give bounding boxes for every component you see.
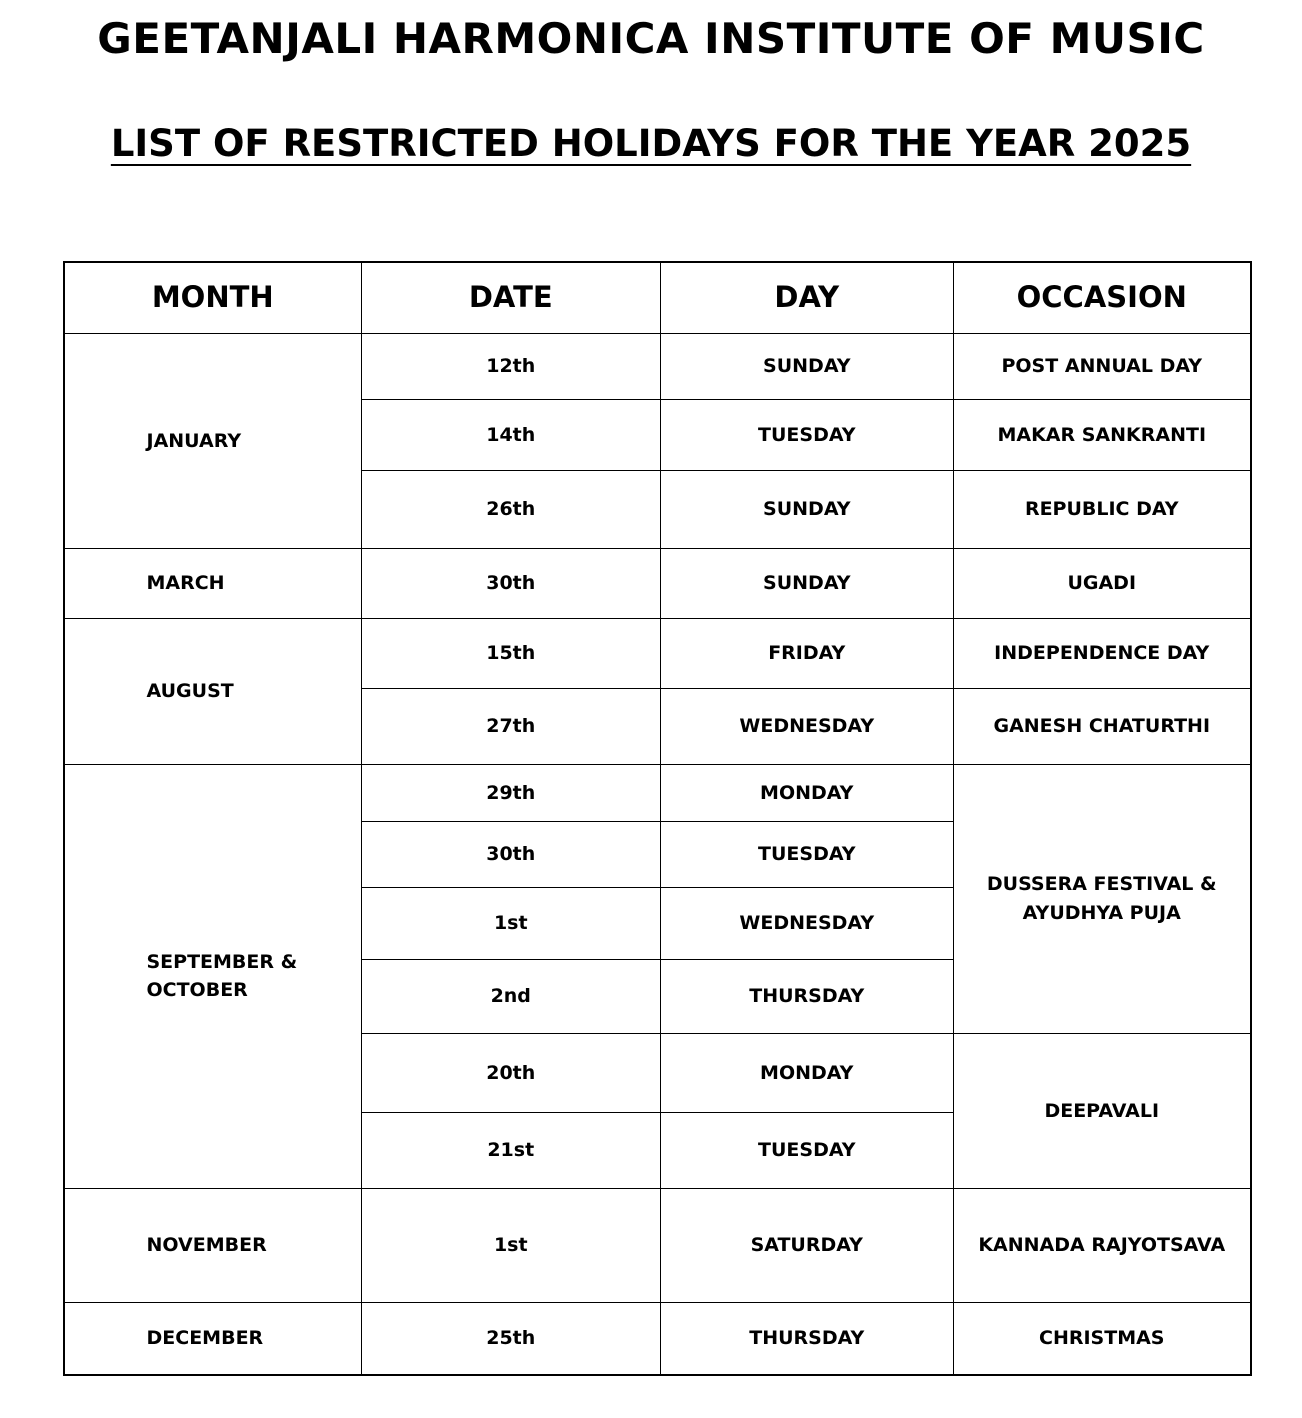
occasion-cell: GANESH CHATURTHI xyxy=(952,687,1251,765)
month-cell: NOVEMBER xyxy=(63,1187,362,1303)
month-cell: DECEMBER xyxy=(63,1301,362,1375)
day-cell: SATURDAY xyxy=(659,1187,954,1303)
occasion-cell: POST ANNUAL DAY xyxy=(952,332,1251,400)
day-cell: SUNDAY xyxy=(659,469,954,549)
holiday-table: MONTH DATE DAY OCCASION 12th SUNDAY POST ANNUA… xyxy=(63,261,1252,1376)
day-cell: SUNDAY xyxy=(659,332,954,400)
day-cell: THURSDAY xyxy=(659,958,954,1034)
date-cell: 15th xyxy=(360,617,661,689)
month-cell: AUGUST xyxy=(63,617,362,765)
date-cell: 27th xyxy=(360,687,661,765)
date-cell: 14th xyxy=(360,398,661,471)
occasion-cell: CHRISTMAS xyxy=(952,1301,1251,1375)
title: GEETANJALI HARMONICA INSTITUTE OF MUSIC xyxy=(97,14,1205,63)
occasion-cell: DEEPAVALI xyxy=(952,1032,1251,1189)
day-cell: FRIDAY xyxy=(659,617,954,689)
date-cell: 1st xyxy=(360,886,661,960)
date-cell: 30th xyxy=(360,547,661,619)
day-cell: SUNDAY xyxy=(659,547,954,619)
occasion-cell: KANNADA RAJYOTSAVA xyxy=(952,1187,1251,1303)
date-cell: 12th xyxy=(360,332,661,400)
day-cell: TUESDAY xyxy=(659,820,954,888)
date-cell: 30th xyxy=(360,820,661,888)
day-cell: MONDAY xyxy=(659,763,954,822)
date-cell: 25th xyxy=(360,1301,661,1375)
day-cell: MONDAY xyxy=(659,1032,954,1113)
date-cell: 2nd xyxy=(360,958,661,1034)
day-cell: TUESDAY xyxy=(659,1111,954,1189)
day-cell: TUESDAY xyxy=(659,398,954,471)
occasion-cell: INDEPENDENCE DAY xyxy=(952,617,1251,689)
month-cell: JANUARY xyxy=(63,332,362,549)
occasion-cell: REPUBLIC DAY xyxy=(952,469,1251,549)
month-cell: MARCH xyxy=(63,547,362,619)
day-cell: THURSDAY xyxy=(659,1301,954,1375)
subtitle: LIST OF RESTRICTED HOLIDAYS FOR THE YEAR… xyxy=(110,122,1192,165)
date-cell: 20th xyxy=(360,1032,661,1113)
date-cell: 29th xyxy=(360,763,661,822)
date-cell: 21st xyxy=(360,1111,661,1189)
day-cell: WEDNESDAY xyxy=(659,687,954,765)
occasion-cell: UGADI xyxy=(952,547,1251,619)
column-header: DAY xyxy=(659,261,954,334)
date-cell: 26th xyxy=(360,469,661,549)
month-cell: SEPTEMBER & OCTOBER xyxy=(63,763,362,1189)
occasion-cell: MAKAR SANKRANTI xyxy=(952,398,1251,471)
day-cell: WEDNESDAY xyxy=(659,886,954,960)
column-header: MONTH xyxy=(63,261,362,334)
occasion-cell: DUSSERA FESTIVAL & AYUDHYA PUJA xyxy=(952,763,1251,1034)
subtitle-wrap: LIST OF RESTRICTED HOLIDAYS FOR THE YEAR… xyxy=(0,122,1302,165)
column-header: OCCASION xyxy=(952,261,1251,334)
column-header: DATE xyxy=(360,261,661,334)
date-cell: 1st xyxy=(360,1187,661,1303)
